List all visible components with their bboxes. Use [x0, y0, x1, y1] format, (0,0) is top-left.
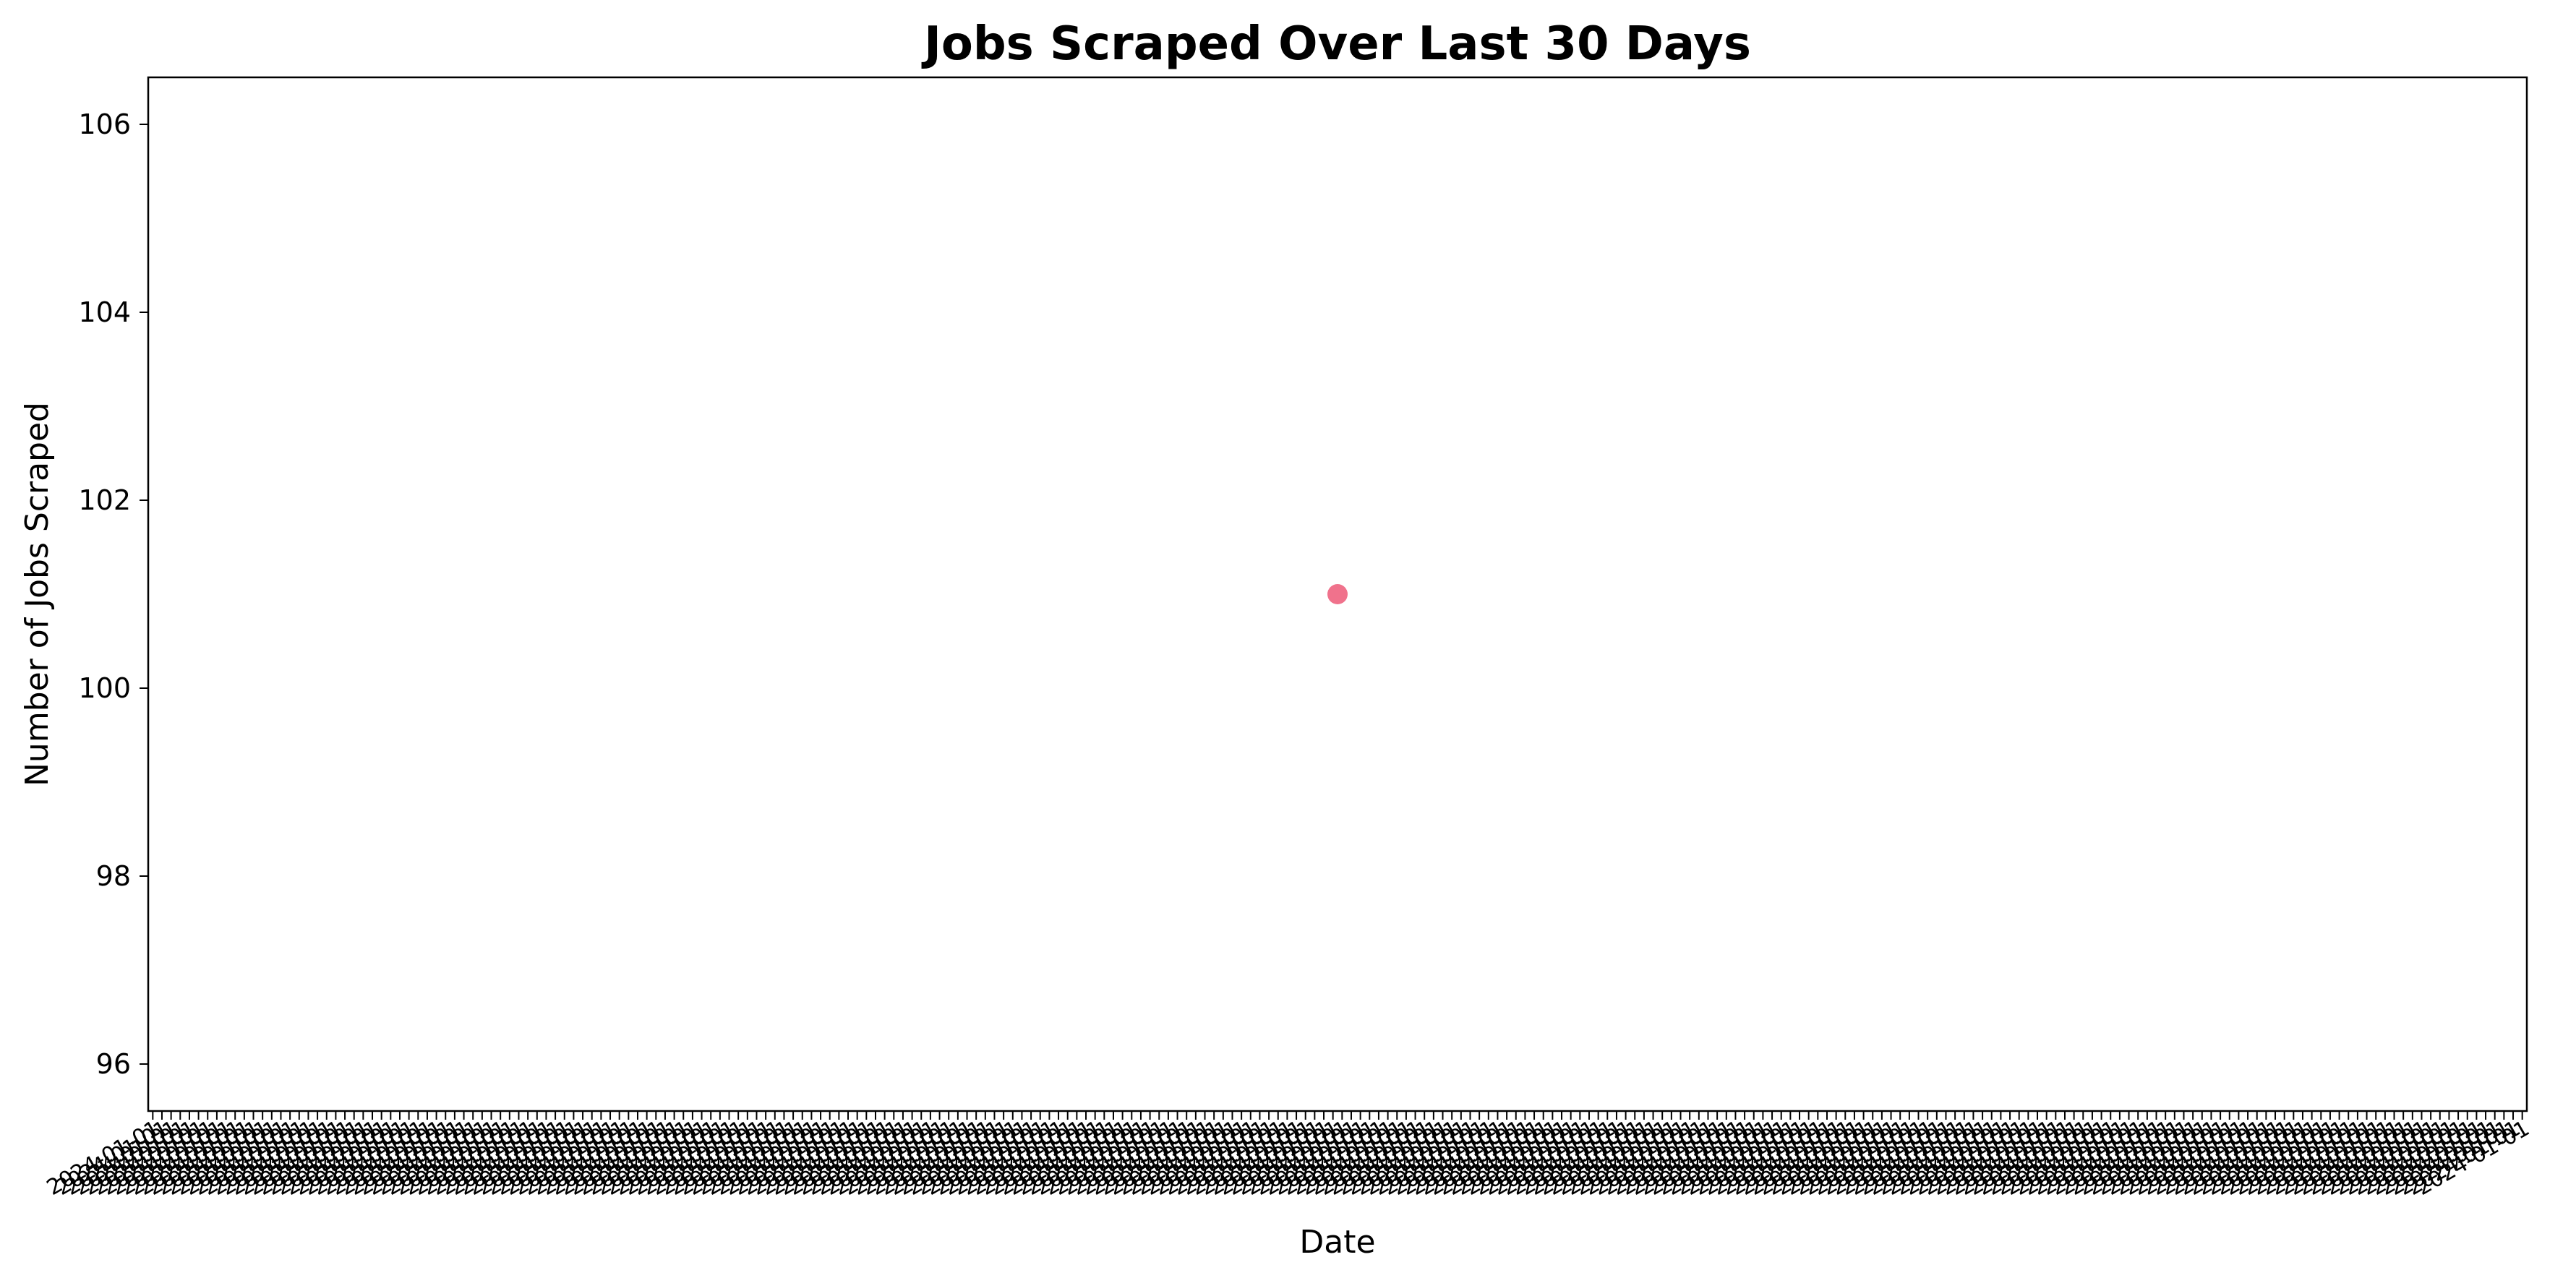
y-axis-label: Number of Jobs Scraped [19, 402, 56, 786]
y-tick-label: 96 [96, 1048, 131, 1080]
y-tick-label: 98 [96, 860, 131, 892]
x-axis-ticks [152, 1111, 2523, 1120]
x-axis-label: Date [1299, 1224, 1375, 1261]
y-axis-ticks: 96 98 100 102 104 106 [78, 108, 148, 1080]
y-tick-label: 104 [78, 296, 131, 328]
data-points [1327, 584, 1348, 604]
plot-area-frame [147, 76, 2528, 1112]
y-tick-label: 102 [78, 484, 131, 516]
chart-title: Jobs Scraped Over Last 30 Days [921, 17, 1751, 71]
x-axis-tick-labels: 2024-01-012024-01-012024-01-012024-01-01… [43, 1116, 2534, 1201]
y-tick-label: 100 [78, 672, 131, 704]
y-tick-label: 106 [78, 108, 131, 140]
data-point [1327, 584, 1348, 604]
